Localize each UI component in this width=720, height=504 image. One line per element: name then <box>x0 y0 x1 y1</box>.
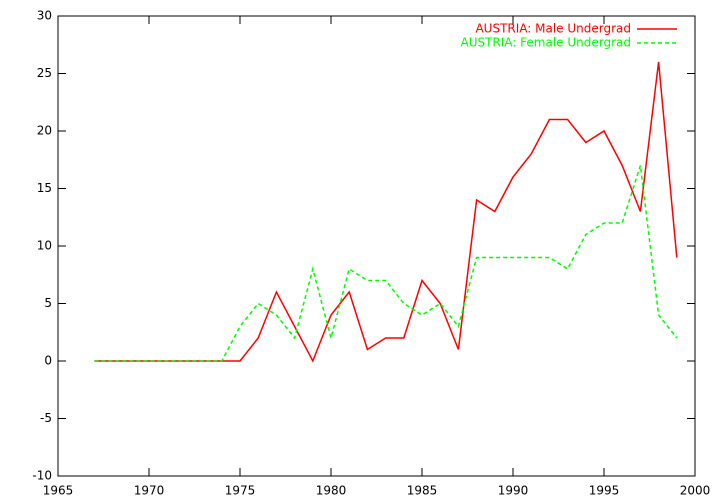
legend-label: AUSTRIA: Female Undergrad <box>460 36 631 50</box>
x-tick-label: 1970 <box>134 484 165 498</box>
x-tick-label: 1995 <box>589 484 620 498</box>
y-tick-label: 25 <box>37 66 52 80</box>
y-tick-label: 15 <box>37 181 52 195</box>
x-tick-label: 1980 <box>316 484 347 498</box>
y-tick-label: 10 <box>37 239 52 253</box>
series-line <box>94 61 678 363</box>
x-tick-label: 1985 <box>407 484 438 498</box>
y-tick-label: -5 <box>40 411 52 425</box>
x-tick-label: 2000 <box>680 484 711 498</box>
plot-frame <box>57 15 696 477</box>
y-tick-label: 20 <box>37 124 52 138</box>
x-tick-label: 1975 <box>225 484 256 498</box>
x-tick-label: 1990 <box>498 484 529 498</box>
x-tick-label: 1965 <box>43 484 74 498</box>
y-tick-label: 30 <box>37 9 52 23</box>
legend-label: AUSTRIA: Male Undergrad <box>475 22 631 36</box>
y-tick-label: 5 <box>44 296 52 310</box>
y-tick-label: 0 <box>44 354 52 368</box>
series-line <box>94 165 678 362</box>
y-tick-label: -10 <box>32 469 52 483</box>
